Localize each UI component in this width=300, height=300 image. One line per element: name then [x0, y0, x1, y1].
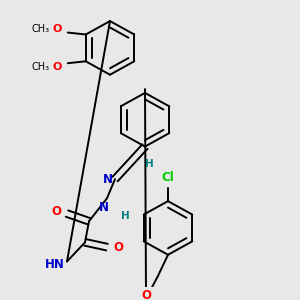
- Text: N: N: [103, 172, 113, 186]
- Text: O: O: [52, 24, 62, 34]
- Text: O: O: [52, 62, 62, 72]
- Text: O: O: [113, 241, 123, 254]
- Text: N: N: [99, 201, 109, 214]
- Text: CH₃: CH₃: [32, 62, 50, 72]
- Text: HN: HN: [45, 258, 65, 271]
- Text: O: O: [51, 205, 61, 218]
- Text: H: H: [145, 159, 154, 169]
- Text: H: H: [121, 211, 130, 220]
- Text: CH₃: CH₃: [32, 24, 50, 34]
- Text: Cl: Cl: [162, 171, 174, 184]
- Text: O: O: [141, 289, 151, 300]
